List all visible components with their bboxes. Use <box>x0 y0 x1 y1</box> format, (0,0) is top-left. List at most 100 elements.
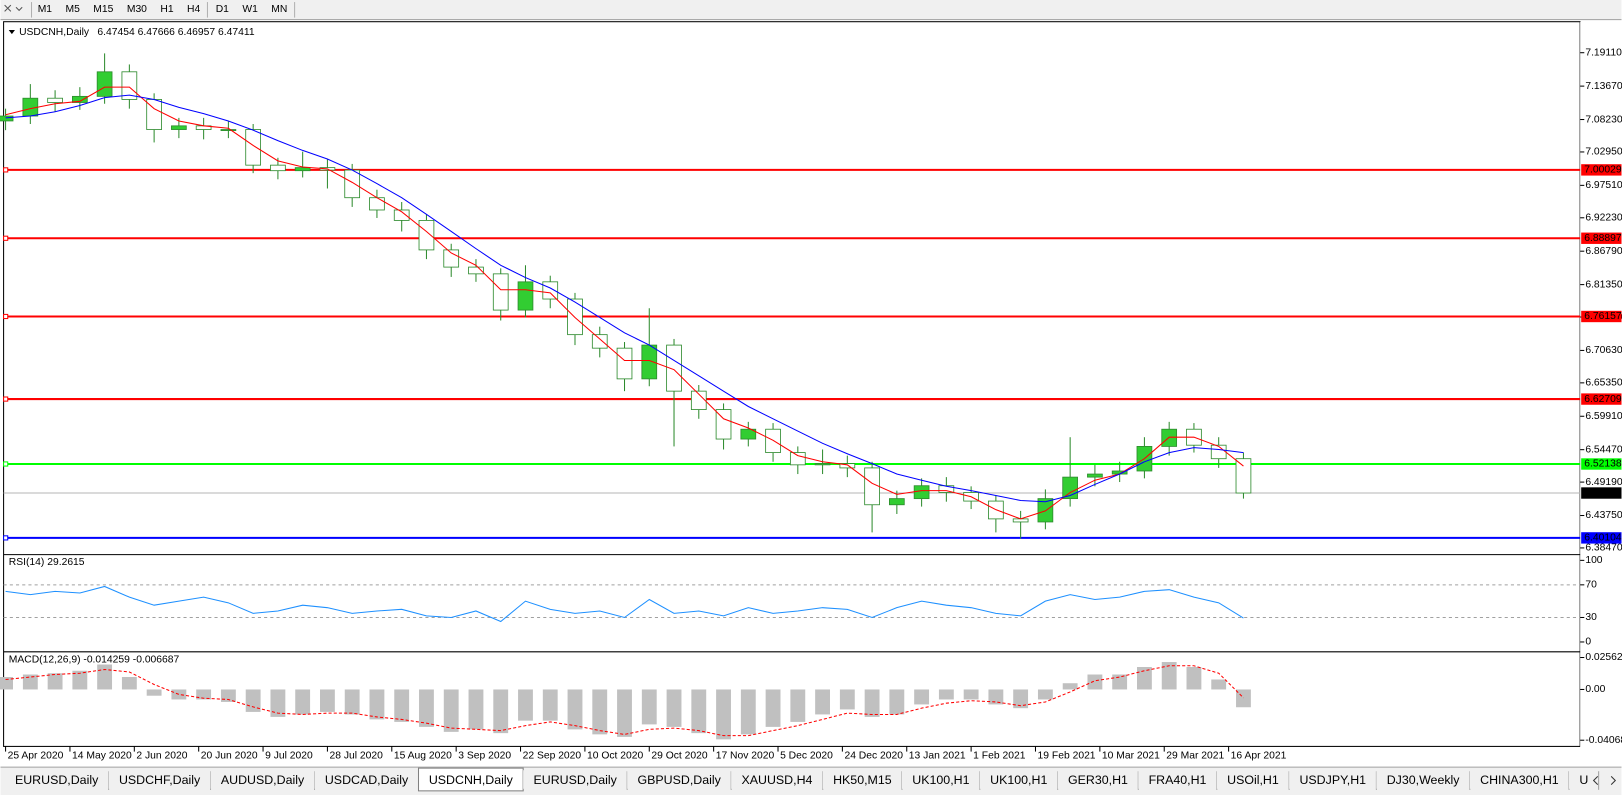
tab[interactable] <box>523 770 628 789</box>
candle-body <box>468 266 484 275</box>
histogram-bar <box>22 674 38 690</box>
histogram-bar <box>1062 683 1078 690</box>
x-tick-label: 10 Mar 2021 <box>1102 750 1160 761</box>
candle-body <box>591 334 608 349</box>
candle-body <box>344 169 361 199</box>
histogram-bar <box>691 689 707 734</box>
candle-body <box>171 125 187 130</box>
tab[interactable] <box>1138 770 1217 789</box>
tab[interactable] <box>314 770 419 789</box>
y-tick-label: 7.02950 <box>1585 147 1622 158</box>
histogram-bar <box>0 676 14 690</box>
tab-label[interactable]: EURUSD,Daily <box>534 773 618 787</box>
level-handle[interactable] <box>3 396 9 402</box>
tab[interactable] <box>108 770 211 789</box>
level-handle[interactable] <box>3 535 9 541</box>
histogram-bar <box>889 689 905 715</box>
tab-label[interactable]: USDCHF,Daily <box>119 773 201 787</box>
tab[interactable] <box>1376 770 1470 789</box>
level-label-box <box>1581 232 1622 244</box>
histogram-bar <box>72 670 88 690</box>
tab[interactable] <box>627 770 732 789</box>
histogram-bar <box>740 689 756 735</box>
level-handle[interactable] <box>3 167 9 173</box>
timeframe-button[interactable]: H1 <box>160 4 173 15</box>
timeframe-button[interactable]: M1 <box>38 4 53 15</box>
candle-body <box>666 344 682 392</box>
timeframe-button[interactable]: D1 <box>216 4 229 15</box>
y-tick-label: 6.54470 <box>1585 444 1622 455</box>
tab-scroll[interactable] <box>1592 776 1617 786</box>
histogram-bar <box>319 689 335 712</box>
tab-label[interactable]: USDCNH,Daily <box>429 773 514 787</box>
candle-body <box>393 209 410 221</box>
x-tick-label: 17 Nov 2020 <box>716 750 775 761</box>
tab[interactable] <box>731 770 823 789</box>
timeframe-button[interactable]: H4 <box>187 4 200 15</box>
tab-label[interactable]: UK100,H1 <box>912 773 969 787</box>
level-handle[interactable] <box>3 461 9 467</box>
timeframe-button[interactable]: M5 <box>66 4 81 15</box>
tab-label[interactable]: EURUSD,Daily <box>15 773 99 787</box>
tab-label[interactable]: USOil,H1 <box>1227 773 1279 787</box>
tab-label[interactable]: XAUUSD,H4 <box>741 773 812 787</box>
tab-label[interactable]: FRA40,H1 <box>1149 773 1207 787</box>
tab[interactable] <box>901 770 980 789</box>
tab[interactable] <box>1289 770 1377 789</box>
tab[interactable] <box>4 770 109 789</box>
tab[interactable] <box>979 770 1058 789</box>
x-tick-label: 19 Feb 2021 <box>1038 750 1096 761</box>
histogram-bar <box>567 689 583 730</box>
tab-label[interactable]: GER30,H1 <box>1068 773 1128 787</box>
candle-body <box>294 167 311 172</box>
x-tick-label: 3 Sep 2020 <box>458 750 511 761</box>
indicator-line <box>5 665 1244 737</box>
tab[interactable] <box>210 770 315 789</box>
x-tick-label: 1 Feb 2021 <box>973 750 1026 761</box>
timeframe-button[interactable]: M15 <box>93 4 113 15</box>
y-tick-label: 6.86790 <box>1585 246 1622 257</box>
candle-body <box>740 428 757 440</box>
chart-frame <box>3 21 1581 747</box>
current-price-label: 6.47411 <box>1584 488 1621 499</box>
histogram-bar <box>295 689 311 715</box>
timeframe-button[interactable]: MN <box>271 4 287 15</box>
level-handle[interactable] <box>3 235 9 241</box>
y-tick-label: 70 <box>1585 580 1597 591</box>
timeframe-button[interactable]: W1 <box>242 4 258 15</box>
collapse-icon[interactable] <box>8 29 15 35</box>
tab[interactable] <box>1469 770 1570 789</box>
indicator-line <box>5 94 1244 503</box>
x-tick-label: 24 Dec 2020 <box>844 750 903 761</box>
tab-label[interactable]: CHINA300,H1 <box>1480 773 1559 787</box>
tab-label[interactable]: DJ30,Weekly <box>1387 773 1461 787</box>
tab-label[interactable]: U <box>1579 773 1588 787</box>
y-tick-label: 100 <box>1585 555 1602 566</box>
histogram-bar <box>196 689 212 700</box>
x-tick-label: 29 Mar 2021 <box>1166 750 1224 761</box>
histogram-bar <box>790 689 806 722</box>
tab-label[interactable]: GBPUSD,Daily <box>638 773 722 787</box>
tab[interactable] <box>1057 770 1139 789</box>
tab-label[interactable]: HK50,M15 <box>833 773 892 787</box>
level-label: 6.62709 <box>1584 394 1622 405</box>
x-tick-label: 9 Jul 2020 <box>265 750 313 761</box>
candle-body <box>492 273 509 311</box>
tab-label[interactable]: UK100,H1 <box>990 773 1047 787</box>
tab-label[interactable]: AUDUSD,Daily <box>221 773 305 787</box>
y-tick-label: 0.00 <box>1585 684 1605 695</box>
tab-label[interactable]: USDJPY,H1 <box>1299 773 1366 787</box>
tab[interactable] <box>1569 770 1599 789</box>
timeframe-button[interactable]: M30 <box>127 4 147 15</box>
x-tick-label: 2 Jun 2020 <box>136 750 187 761</box>
tab[interactable] <box>1216 770 1290 789</box>
y-tick-label: 7.19110 <box>1585 47 1622 58</box>
histogram-bar <box>493 689 509 734</box>
histogram-bar <box>641 689 657 725</box>
x-tick-label: 28 Jul 2020 <box>329 750 383 761</box>
toolbar-icon[interactable] <box>4 4 23 12</box>
tab-label[interactable]: USDCAD,Daily <box>325 773 409 787</box>
x-tick-label: 15 Aug 2020 <box>394 750 452 761</box>
tab[interactable] <box>822 770 902 789</box>
level-handle[interactable] <box>3 313 9 320</box>
